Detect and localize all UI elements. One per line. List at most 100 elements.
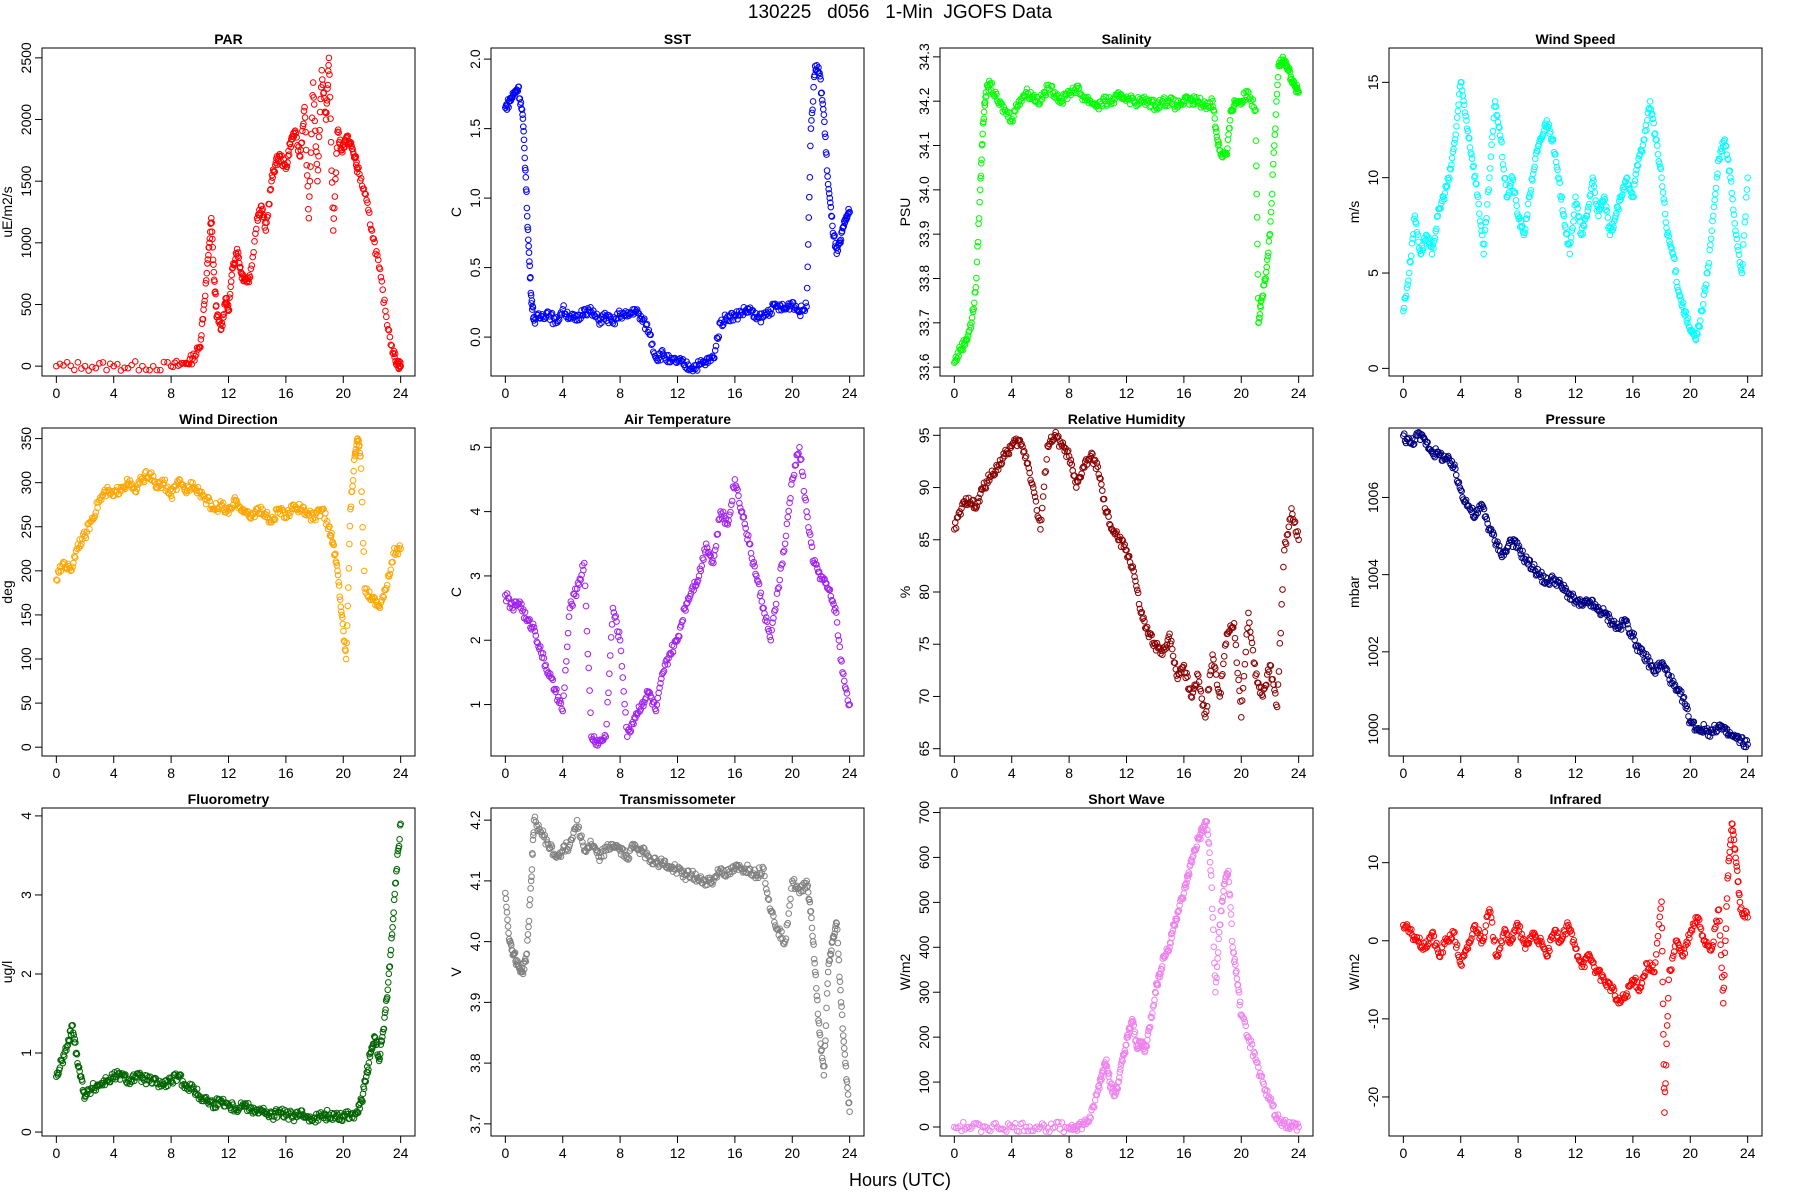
data-point <box>353 168 361 176</box>
data-point <box>242 1100 249 1107</box>
data-point <box>1669 677 1677 685</box>
data-point <box>1104 1067 1111 1074</box>
data-point <box>1407 252 1415 260</box>
data-point <box>653 701 661 709</box>
data-point <box>1452 131 1460 138</box>
data-point <box>1147 1013 1155 1020</box>
data-point <box>1675 288 1683 296</box>
data-point <box>801 307 809 315</box>
data-point <box>765 896 773 904</box>
data-point <box>393 865 401 873</box>
data-point <box>198 320 206 328</box>
data-point <box>605 689 612 697</box>
data-point <box>616 636 624 644</box>
data-point <box>1276 640 1284 647</box>
data-point <box>299 127 306 135</box>
y-tick-label: 100 <box>916 1070 932 1094</box>
y-tick-label: 200 <box>916 1025 932 1049</box>
data-point <box>202 279 210 287</box>
data-point <box>287 143 295 151</box>
data-point <box>1684 315 1692 322</box>
data-point <box>537 643 544 650</box>
data-point <box>1141 617 1148 625</box>
data-point <box>622 709 629 716</box>
data-point <box>565 613 573 621</box>
data-point <box>811 556 818 564</box>
data-point <box>305 214 313 222</box>
data-point <box>1020 1127 1028 1135</box>
data-point <box>797 312 804 320</box>
data-point <box>1628 189 1636 197</box>
x-tick-label: 8 <box>167 1145 175 1161</box>
data-point <box>603 720 610 728</box>
data-point <box>649 340 656 348</box>
data-point <box>960 1118 967 1126</box>
data-point <box>809 106 816 114</box>
x-tick-label: 12 <box>221 1145 237 1161</box>
y-tick-label: 3 <box>18 891 34 899</box>
data-point <box>958 505 965 512</box>
data-point <box>69 1021 76 1029</box>
data-point <box>1744 741 1751 748</box>
data-point <box>1449 148 1457 156</box>
data-point <box>1241 660 1249 668</box>
data-point <box>360 548 368 555</box>
data-point <box>1742 213 1749 220</box>
data-point <box>1423 232 1431 240</box>
data-point <box>1552 151 1559 158</box>
data-point <box>1617 196 1624 203</box>
data-point <box>227 283 234 291</box>
data-point <box>244 274 251 281</box>
data-point <box>1661 199 1668 206</box>
data-point <box>74 359 82 366</box>
data-point <box>1633 161 1641 169</box>
data-point <box>826 586 834 594</box>
y-tick-label: 0 <box>18 743 34 751</box>
data-point <box>602 733 610 741</box>
data-point <box>388 342 395 349</box>
y-tick-label: 350 <box>18 427 34 451</box>
data-point <box>1605 610 1612 618</box>
data-point <box>1274 81 1281 89</box>
data-point <box>523 204 531 212</box>
data-point <box>586 687 593 694</box>
plot-frame <box>490 47 865 377</box>
data-point <box>233 497 240 504</box>
data-point <box>814 565 821 572</box>
data-point <box>827 951 835 958</box>
data-point <box>376 265 384 273</box>
data-point <box>365 209 373 216</box>
data-point <box>776 576 784 584</box>
data-point <box>1168 94 1175 101</box>
y-tick-label: 4.0 <box>467 932 483 952</box>
data-point <box>1468 151 1475 158</box>
data-point <box>527 273 534 281</box>
data-point <box>521 608 529 616</box>
data-point <box>1059 100 1067 107</box>
data-point <box>755 580 763 588</box>
data-point <box>528 300 535 307</box>
data-point <box>1604 214 1612 221</box>
data-point <box>1131 1028 1139 1036</box>
data-point <box>328 529 335 537</box>
data-point <box>531 320 539 327</box>
data-point <box>1527 190 1534 197</box>
data-point <box>366 221 374 229</box>
data-point <box>845 1099 853 1106</box>
data-point <box>1592 197 1599 204</box>
data-point <box>1435 451 1443 459</box>
data-point <box>747 549 755 557</box>
data-point <box>1516 547 1524 554</box>
y-axis-label: m/s <box>1346 201 1362 224</box>
data-point <box>300 107 308 115</box>
x-tick-label: 4 <box>110 765 118 781</box>
data-point <box>822 133 829 141</box>
data-point <box>1646 98 1654 105</box>
data-points <box>502 443 853 749</box>
y-axis-label: deg <box>0 580 15 603</box>
data-point <box>1035 1125 1042 1133</box>
data-point <box>581 582 589 590</box>
data-point <box>231 494 239 501</box>
data-point <box>67 362 74 370</box>
data-point <box>234 252 241 260</box>
